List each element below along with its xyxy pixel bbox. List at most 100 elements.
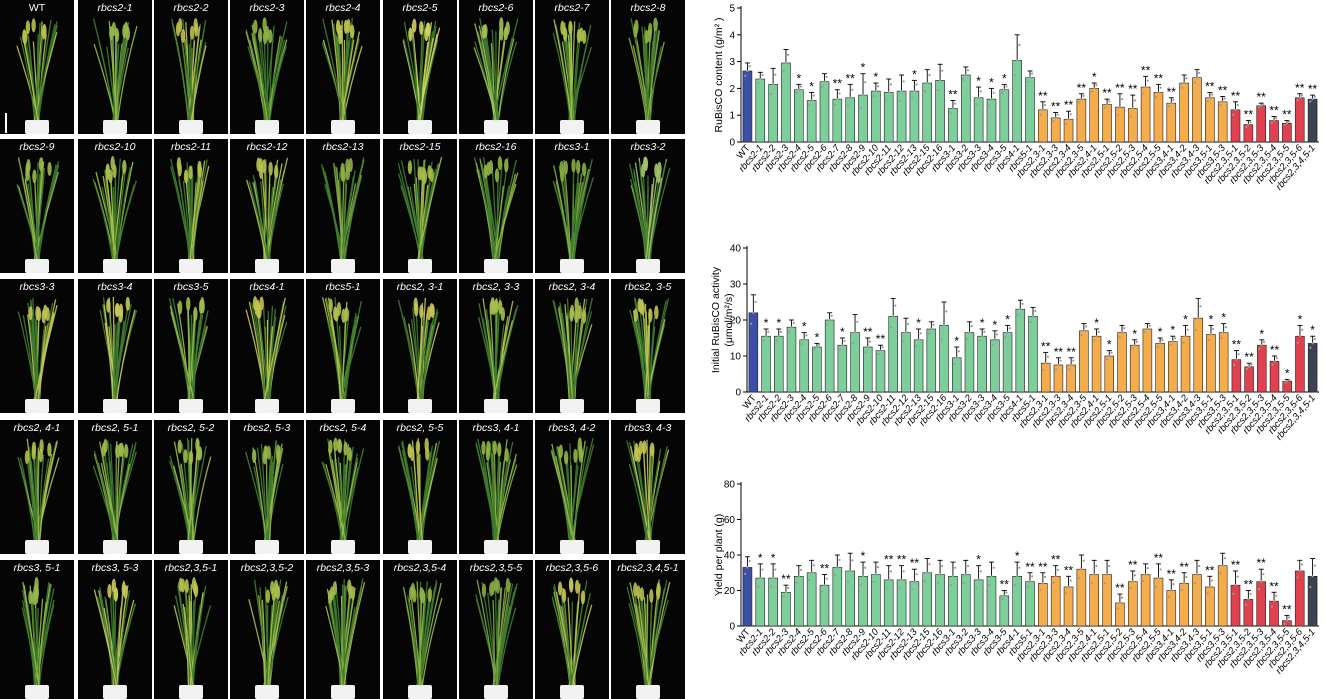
plant-label: rbcs2, 5-1 bbox=[91, 422, 139, 434]
plant-label: rbcs2, 3-3 bbox=[472, 281, 520, 293]
rice-panicle bbox=[178, 577, 183, 592]
data-point bbox=[799, 568, 803, 572]
significance-mark: * bbox=[980, 316, 985, 330]
data-point bbox=[928, 563, 931, 566]
rice-leaf bbox=[403, 38, 422, 121]
data-point bbox=[779, 330, 783, 333]
data-point bbox=[864, 351, 867, 354]
significance-mark: ** bbox=[1000, 578, 1010, 592]
significance-mark: ** bbox=[1102, 86, 1112, 100]
plant-label: rbcs2, 5-5 bbox=[396, 422, 444, 434]
rice-leaf bbox=[267, 183, 284, 260]
significance-mark: ** bbox=[1269, 579, 1279, 593]
rice-leaf bbox=[37, 601, 47, 686]
data-point bbox=[917, 338, 920, 341]
rice-leaf bbox=[37, 448, 40, 541]
plant-photo-tile: rbcs3, 4-1 bbox=[459, 420, 533, 554]
significance-mark: ** bbox=[1064, 98, 1074, 112]
plant-photo-tile: rbcs2-15 bbox=[383, 139, 457, 273]
data-point bbox=[1260, 104, 1263, 107]
data-point bbox=[810, 99, 813, 102]
data-point bbox=[1118, 335, 1121, 339]
data-point bbox=[1144, 85, 1147, 89]
rice-leaf bbox=[496, 587, 503, 686]
rice-leaf bbox=[22, 315, 36, 400]
significance-mark: ** bbox=[781, 572, 791, 586]
significance-mark: ** bbox=[1128, 558, 1138, 572]
data-point bbox=[1043, 103, 1047, 107]
significance-mark: * bbox=[912, 67, 917, 81]
rice-plant-image bbox=[475, 438, 518, 554]
rice-leaf bbox=[116, 184, 135, 260]
y-tick-label: 20 bbox=[730, 316, 742, 327]
data-point bbox=[1003, 88, 1006, 91]
significance-mark: ** bbox=[1231, 558, 1241, 572]
data-point bbox=[1210, 579, 1214, 582]
data-point bbox=[1309, 585, 1312, 589]
rice-panicle bbox=[419, 587, 424, 602]
bar bbox=[939, 325, 949, 393]
rice-leaf bbox=[99, 441, 119, 541]
plant-pot bbox=[408, 259, 432, 273]
data-point bbox=[874, 573, 877, 576]
data-point bbox=[1161, 339, 1164, 342]
rice-panicle bbox=[581, 309, 587, 324]
rice-leaf bbox=[35, 456, 37, 541]
data-point bbox=[887, 578, 890, 581]
rice-leaf bbox=[553, 301, 573, 400]
data-point bbox=[846, 580, 850, 583]
plant-photo-tile: rbcs2, 5-5 bbox=[383, 420, 457, 554]
bar bbox=[1015, 308, 1026, 393]
data-point bbox=[894, 304, 897, 307]
data-point bbox=[1016, 59, 1019, 62]
rice-panicle bbox=[181, 28, 186, 43]
plant-photo-tile: rbcs2-6 bbox=[459, 0, 533, 134]
data-point bbox=[988, 104, 991, 107]
plant-label: rbcs2-13 bbox=[322, 141, 364, 153]
data-point bbox=[1309, 100, 1312, 103]
rice-leaf bbox=[644, 325, 650, 400]
plant-label: rbcs2-5 bbox=[402, 2, 438, 14]
rice-panicle bbox=[419, 166, 424, 181]
rice-leaf bbox=[574, 37, 581, 121]
rice-plant-image bbox=[168, 296, 209, 413]
rice-panicle bbox=[108, 169, 113, 184]
rice-leaf bbox=[246, 179, 267, 260]
rice-panicle bbox=[332, 581, 338, 596]
data-point bbox=[1133, 574, 1137, 577]
rice-leaf bbox=[647, 177, 663, 260]
rice-panicle bbox=[273, 579, 279, 594]
data-point bbox=[1180, 588, 1184, 591]
rice-leaf bbox=[630, 445, 650, 541]
rice-panicle bbox=[488, 160, 494, 175]
rice-plant-image bbox=[17, 298, 58, 413]
bar bbox=[999, 89, 1010, 143]
plant-photo-tile: rbcs2-8 bbox=[611, 0, 685, 134]
data-point bbox=[990, 98, 993, 101]
significance-mark: ** bbox=[1077, 81, 1087, 95]
data-point bbox=[1262, 340, 1266, 344]
significance-mark: * bbox=[1132, 327, 1137, 341]
bar bbox=[799, 339, 809, 393]
rice-leaf bbox=[495, 305, 519, 400]
rice-panicle bbox=[276, 450, 281, 465]
bar bbox=[1257, 344, 1267, 393]
plant-pot bbox=[331, 399, 355, 413]
bar bbox=[1282, 122, 1292, 143]
significance-mark: ** bbox=[1064, 563, 1074, 577]
significance-mark: * bbox=[861, 549, 866, 563]
bar bbox=[1012, 576, 1022, 627]
data-point bbox=[1232, 113, 1235, 116]
data-point bbox=[769, 92, 773, 96]
bar bbox=[1050, 576, 1061, 627]
data-point bbox=[1155, 96, 1158, 99]
plant-photo-tile: rbcs2-1 bbox=[78, 0, 152, 134]
rice-leaf bbox=[416, 451, 423, 541]
data-point bbox=[904, 331, 907, 334]
rice-panicle bbox=[504, 158, 509, 173]
rice-plant-image bbox=[628, 17, 665, 134]
rice-leaf bbox=[267, 596, 289, 686]
data-point bbox=[1056, 113, 1059, 116]
significance-mark: ** bbox=[820, 562, 830, 576]
data-point bbox=[836, 566, 839, 569]
